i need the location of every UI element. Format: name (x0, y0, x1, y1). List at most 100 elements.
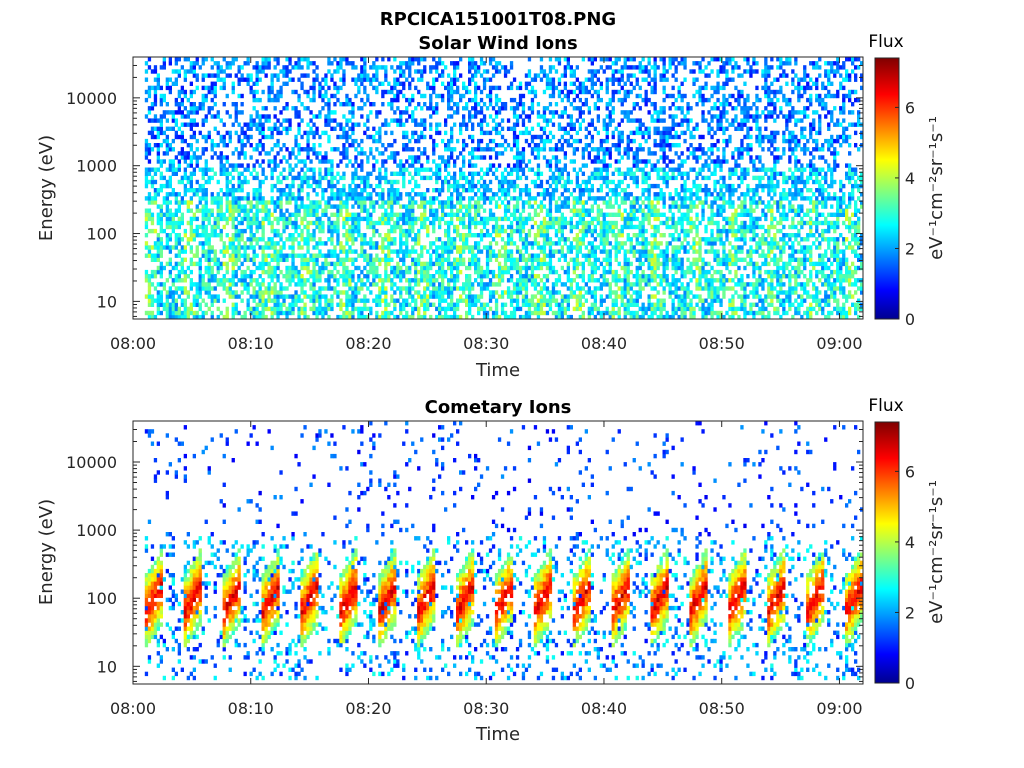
heatmap-cell (411, 147, 415, 152)
heatmap-cell (258, 118, 262, 123)
heatmap-cell (491, 310, 496, 316)
heatmap-cell (360, 314, 364, 320)
heatmap-cell (357, 306, 361, 312)
heatmap-cell (384, 212, 388, 217)
heatmap-cell (147, 118, 152, 123)
heatmap-cell (390, 151, 394, 156)
heatmap-cell (210, 138, 214, 144)
heatmap-cell (459, 196, 463, 201)
heatmap-cell (192, 302, 196, 307)
heatmap-cell (207, 237, 211, 242)
heatmap-cell (548, 147, 553, 152)
heatmap-cell (584, 220, 588, 226)
heatmap-cell (234, 118, 238, 123)
heatmap-cell (183, 298, 187, 303)
heatmap-cell (494, 302, 499, 307)
heatmap-cell (578, 216, 582, 222)
heatmap-cell (300, 167, 304, 172)
heatmap-cell (366, 93, 370, 99)
heatmap-cell (306, 151, 310, 156)
heatmap-cell (518, 290, 523, 295)
heatmap-cell (521, 208, 526, 213)
heatmap-cell (336, 192, 340, 197)
heatmap-cell (261, 298, 265, 303)
heatmap-cell (381, 257, 385, 262)
heatmap-cell (405, 241, 409, 246)
heatmap-cell (234, 237, 238, 242)
heatmap-cell (521, 130, 526, 136)
heatmap-cell (557, 147, 562, 152)
heatmap-cell (156, 81, 160, 86)
heatmap-cell (345, 155, 349, 160)
heatmap-cell (542, 118, 547, 123)
heatmap-cell (530, 278, 535, 283)
heatmap-cell (563, 183, 567, 189)
heatmap-cell (390, 155, 394, 160)
heatmap-cell (581, 188, 585, 193)
heatmap-cell (288, 183, 292, 189)
heatmap-cell (408, 138, 412, 144)
heatmap-cell (384, 294, 388, 299)
heatmap-cell (345, 216, 349, 222)
heatmap-cell (545, 302, 550, 307)
heatmap-cell (294, 65, 298, 70)
heatmap-cell (156, 188, 160, 193)
heatmap-cell (285, 294, 289, 299)
heatmap-cell (162, 65, 166, 70)
heatmap-cell (515, 138, 520, 144)
heatmap-cell (477, 298, 481, 303)
heatmap-cell (282, 294, 286, 299)
heatmap-cell (255, 192, 259, 197)
heatmap-cell (426, 302, 430, 307)
heatmap-cell (482, 274, 487, 279)
heatmap-cell (348, 274, 352, 279)
heatmap-cell (348, 282, 352, 287)
heatmap-cell (378, 233, 382, 238)
heatmap-cell (372, 73, 376, 78)
heatmap-cell (429, 294, 433, 299)
heatmap-cell (533, 93, 538, 99)
heatmap-cell (563, 85, 567, 91)
heatmap-cell (381, 102, 385, 107)
heatmap-cell (474, 294, 478, 299)
heatmap-cell (180, 134, 184, 140)
heatmap-cell (162, 151, 166, 156)
heatmap-cell (420, 220, 424, 226)
heatmap-cell (231, 274, 235, 279)
heatmap-cell (474, 208, 478, 213)
heatmap-cell (372, 65, 376, 70)
heatmap-cell (180, 138, 184, 144)
heatmap-cell (342, 314, 346, 320)
heatmap-cell (384, 261, 388, 267)
heatmap-cell (560, 143, 564, 148)
heatmap-cell (363, 151, 367, 156)
heatmap-cell (369, 257, 373, 262)
heatmap-cell (405, 253, 409, 258)
heatmap-cell (548, 220, 553, 226)
heatmap-cell (390, 179, 394, 185)
heatmap-cell (456, 155, 460, 160)
heatmap-cell (336, 241, 340, 246)
figure-title: RPCICA151001T08.PNG (380, 9, 616, 30)
heatmap-cell (291, 212, 295, 217)
heatmap-cell (312, 151, 316, 156)
heatmap-cell (333, 204, 337, 209)
heatmap-cell (255, 89, 259, 95)
heatmap-cell (488, 269, 493, 275)
heatmap-cell (491, 65, 496, 70)
heatmap-cell (243, 216, 247, 222)
heatmap-cell (312, 77, 316, 82)
heatmap-cell (201, 224, 205, 230)
heatmap-cell (411, 163, 415, 168)
heatmap-cell (432, 159, 436, 164)
heatmap-cell (518, 237, 523, 242)
heatmap-cell (351, 175, 355, 181)
heatmap-cell (402, 314, 406, 320)
heatmap-cell (300, 220, 304, 226)
heatmap-cell (186, 114, 190, 119)
heatmap-cell (551, 93, 556, 99)
heatmap-cell (237, 233, 241, 238)
heatmap-cell (542, 69, 547, 74)
heatmap-cell (375, 265, 379, 271)
heatmap-cell (444, 306, 448, 312)
